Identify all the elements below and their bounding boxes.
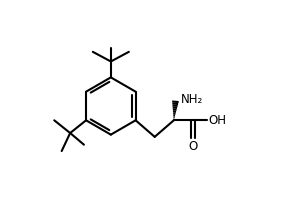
Text: OH: OH — [209, 114, 227, 127]
Text: NH₂: NH₂ — [181, 93, 203, 106]
Text: O: O — [189, 140, 198, 153]
